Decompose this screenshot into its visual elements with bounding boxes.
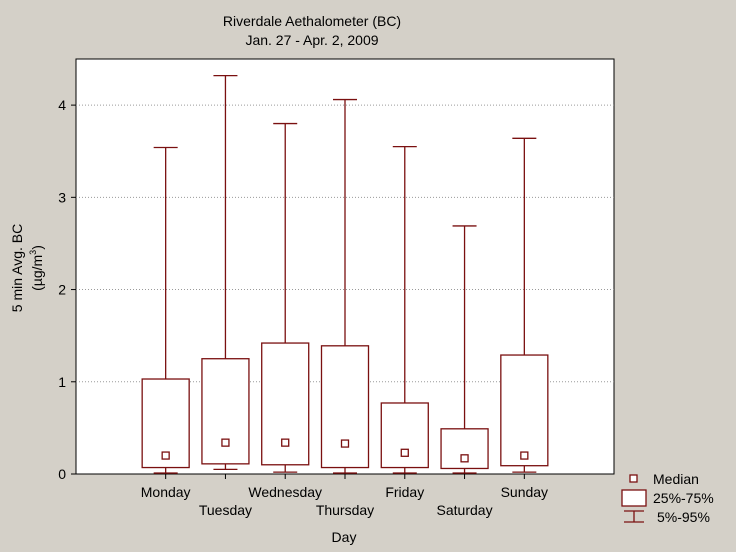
y-tick-label-0: 0	[58, 466, 66, 482]
iqr-box-sunday	[500, 354, 549, 467]
x-label-tuesday: Tuesday	[199, 502, 252, 518]
y-tick-label-1: 1	[58, 374, 66, 390]
median-marker-friday	[400, 448, 409, 457]
y-axis-label-line2: (µg/m3)	[28, 245, 45, 291]
y-axis: 0 1 2 3 4	[58, 97, 76, 482]
x-label-wednesday: Wednesday	[248, 484, 322, 500]
median-marker-sunday	[520, 451, 529, 460]
x-label-monday: Monday	[141, 484, 191, 500]
iqr-box-friday	[380, 402, 429, 469]
chart-title: Riverdale Aethalometer (BC)	[223, 13, 401, 29]
boxes-group	[141, 74, 549, 474]
x-axis-labels: Monday Tuesday Wednesday Thursday Friday Satu…	[141, 474, 548, 518]
iqr-box-thursday	[320, 345, 370, 469]
x-label-friday: Friday	[385, 484, 424, 500]
box-thursday	[320, 98, 370, 474]
median-marker-thursday	[340, 439, 350, 448]
median-marker-wednesday	[281, 438, 290, 447]
x-label-thursday: Thursday	[316, 502, 374, 518]
iqr-box-saturday	[440, 428, 489, 470]
box-sunday	[500, 137, 549, 473]
x-axis-label: Day	[332, 529, 357, 545]
legend-box-marker	[621, 489, 647, 507]
legend-whisker-marker	[624, 510, 644, 523]
x-label-sunday: Sunday	[501, 484, 548, 500]
iqr-box-monday	[141, 378, 190, 469]
box-monday	[141, 146, 190, 474]
iqr-box-tuesday	[201, 358, 250, 465]
x-label-saturday: Saturday	[437, 502, 493, 518]
legend-whisker-label: 5%-95%	[657, 509, 710, 525]
box-wednesday	[261, 122, 310, 473]
box-friday	[380, 145, 429, 474]
y-axis-label-line1: 5 min Avg. BC	[9, 224, 25, 312]
y-tick-label-2: 2	[58, 282, 66, 298]
legend-median-label: Median	[653, 471, 699, 487]
chart-subtitle: Jan. 27 - Apr. 2, 2009	[245, 32, 378, 48]
legend-box-label: 25%-75%	[653, 490, 714, 506]
legend-median-marker	[629, 474, 638, 483]
median-marker-saturday	[460, 454, 469, 463]
legend: Median 25%-75% 5%-95%	[621, 471, 714, 525]
median-marker-tuesday	[221, 438, 230, 447]
box-saturday	[440, 225, 489, 474]
y-tick-label-4: 4	[58, 97, 66, 113]
median-marker-monday	[161, 451, 170, 460]
y-tick-label-3: 3	[58, 189, 66, 205]
box-tuesday	[201, 74, 250, 471]
